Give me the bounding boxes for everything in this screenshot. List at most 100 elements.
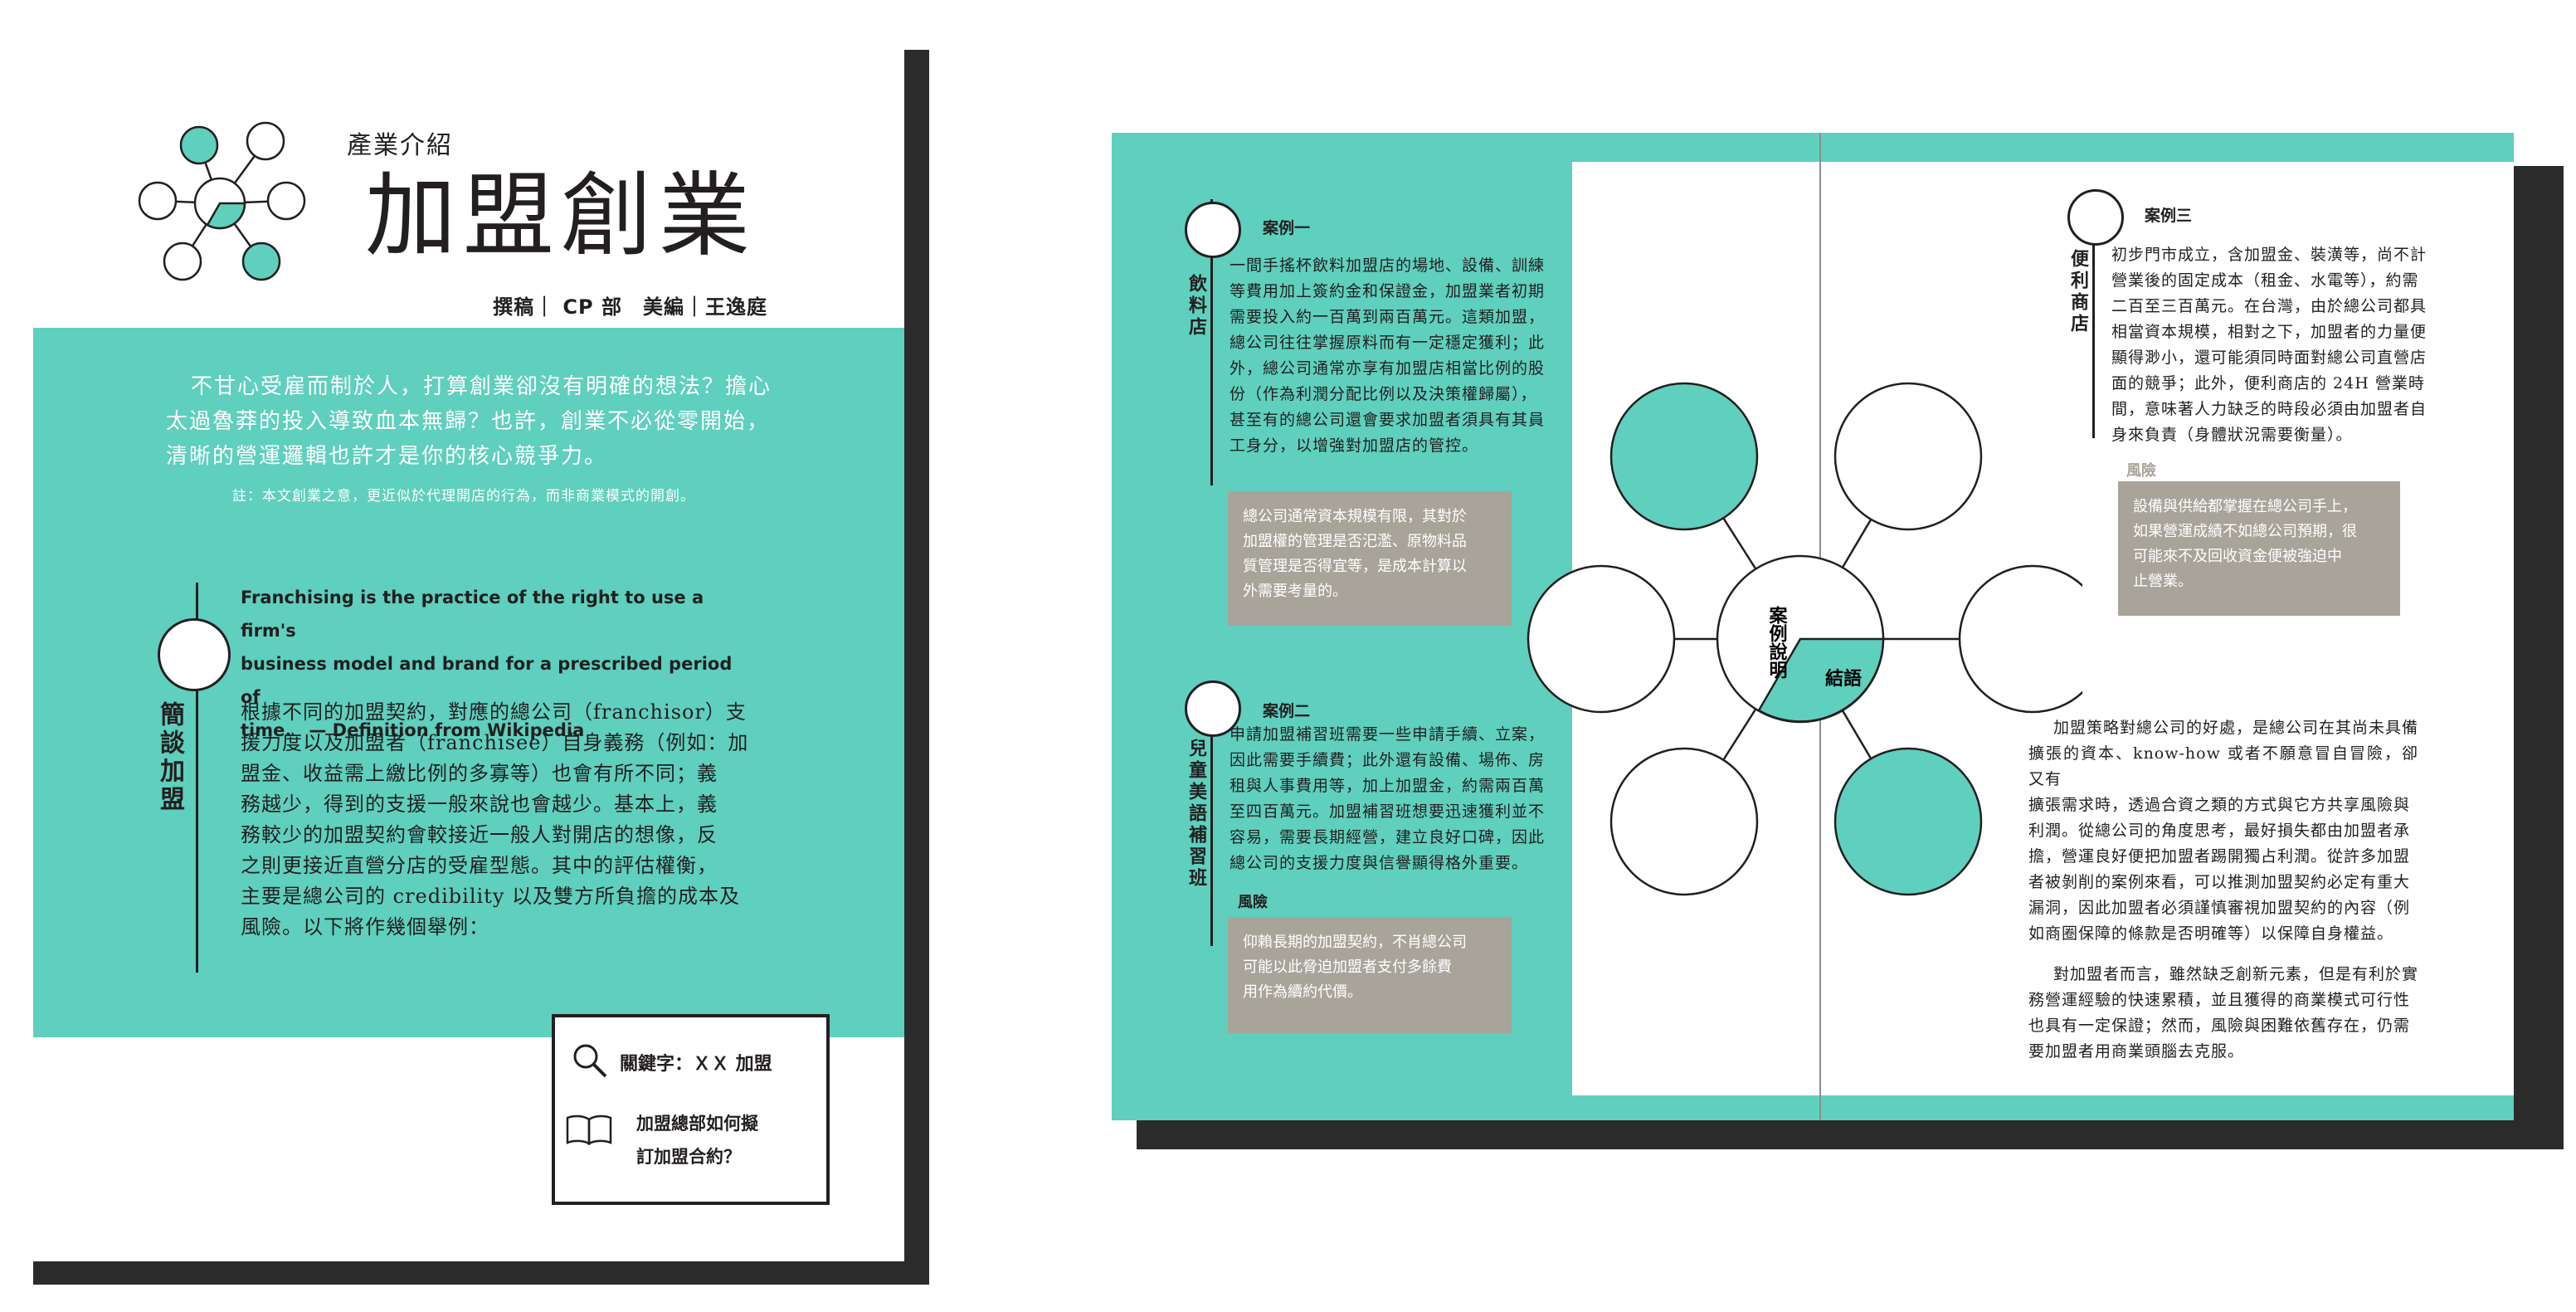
case3-label: 便利商店 [2067, 249, 2088, 335]
case3-risk-label: 風險 [2126, 462, 2156, 480]
case3-line-text: 面的競爭；此外，便利商店的 24H 營業時 [2111, 374, 2425, 393]
case1-label: 飲料店 [1186, 274, 1206, 339]
case1-line-text: 等費用加上簽約金和保證金，加盟業者初期 [1230, 282, 1546, 300]
case3-risk-box: 設備與供給都掌握在總公司手上， 如果營運成績不如總公司預期，很 可能來不及回收資… [2118, 481, 2400, 616]
case2-risk-line: 仰賴長期的加盟契約，不肖總公司 [1243, 934, 1467, 951]
page-title: 加盟創業 [365, 163, 757, 269]
case3-risk-line: 設備與供給都掌握在總公司手上， [2133, 498, 2357, 515]
diagram-conclusion-slice [1757, 637, 1885, 723]
conclusion-line: 擴張需求時，透過合資之類的方式與它方共享風險與 [2028, 796, 2411, 814]
case1-text: 一間手搖杯飲料加盟店的場地、設備、訓練 等費用加上簽約金和保證金，加盟業者初期 … [1230, 253, 1561, 459]
diagram-node-right [1958, 564, 2082, 714]
conclusion-line: 對加盟者而言，雖然缺乏創新元素，但是有利於實 [2053, 965, 2419, 983]
case2-line-text: 租與人事費用等，加上加盟金，約需兩百萬 [1230, 777, 1546, 795]
case3-text: 初步門市成立，含加盟金、裝潢等，尚不計 營業後的固定成本（租金、水電等），約需 … [2111, 242, 2435, 448]
definition-line: business model and brand for a prescribe… [241, 654, 733, 707]
case3-line-text: 初步門市成立，含加盟金、裝潢等，尚不計 [2111, 246, 2427, 264]
case2-title: 案例二 [1263, 702, 1311, 720]
case3-line-text: 顯得渺小，還可能須同時面對總公司直營店 [2111, 349, 2427, 367]
section-line [196, 583, 198, 973]
open-book-icon [566, 1114, 612, 1146]
book-question: 加盟總部如何擬 訂加盟合約？ [636, 1107, 758, 1173]
body-line: 根據不同的加盟契約，對應的總公司（franchisor）支 [241, 700, 747, 724]
body-line: 之則更接近直營分店的受雇型態。其中的評估權衡， [241, 854, 718, 877]
conclusion-line: 也具有一定保證；然而，風險與困難依舊存在，仍需 [2028, 1017, 2411, 1035]
case3-line [2092, 189, 2095, 438]
case3-line-text: 二百至三百萬元。在台灣，由於總公司都具 [2111, 297, 2427, 315]
section-label: 簡談加盟 [155, 701, 184, 814]
left-page: 產業介紹 加盟創業 撰稿｜ CP 部 美編｜王逸庭 不甘心受雇而制於人，打算創業… [0, 0, 904, 1261]
case1-risk-line: 外需要考量的。 [1243, 583, 1347, 600]
case2-label: 兒童美語補習班 [1186, 739, 1206, 890]
case3-line-text: 營業後的固定成本（租金、水電等），約需 [2111, 271, 2419, 290]
conclusion-line: 要加盟者用商業頭腦去克服。 [2028, 1042, 2245, 1061]
book-question-line: 加盟總部如何擬 [636, 1114, 758, 1134]
conclusion-text: 加盟策略對總公司的好處，是總公司在其尚未具備 擴張的資本、know-how 或者… [2028, 715, 2418, 1065]
definition-line: time. — Definition from Wikipedia [241, 720, 585, 740]
body-line: 盟金、收益需上繳比例的多寡等）也會有所不同；義 [241, 762, 718, 785]
case2-risk-label: 風險 [1238, 894, 1268, 911]
case1-line-text: 總公司往往掌握原料而有一定穩定獲利；此 [1230, 334, 1546, 352]
case1-risk-box: 總公司通常資本規模有限，其對於 加盟權的管理是否汜濫、原物料品 質管理是否得宜等… [1228, 491, 1512, 626]
diagram-conclusion-label: 結語 [1825, 668, 1862, 690]
keyword-label: 關鍵字：ＸＸ 加盟 [620, 1054, 772, 1075]
body-line: 風險。以下將作幾個舉例： [241, 915, 489, 939]
magnifier-icon [573, 1044, 607, 1078]
intro-note: 註：本文創業之意，更近似於代理開店的行為，而非商業模式的開創。 [232, 488, 695, 505]
conclusion-line: 擴張的資本、know-how 或者不願意冒自冒險，卻又有 [2028, 744, 2418, 788]
case1-risk-line: 加盟權的管理是否汜濫、原物料品 [1243, 533, 1467, 550]
conclusion-line: 漏洞，因此加盟者必須謹慎審視加盟契約的內容（例 [2028, 899, 2411, 917]
diagram-node-top-left [1609, 382, 1759, 531]
case2-risk-line: 可能以此脅迫加盟者支付多餘費 [1243, 958, 1452, 976]
credits: 撰稿｜ CP 部 美編｜王逸庭 [493, 295, 767, 319]
case1-title: 案例一 [1263, 219, 1311, 237]
conclusion-line: 務營運經驗的快速累積，並且獲得的商業模式可行性 [2028, 991, 2411, 1009]
case1-risk-line: 總公司通常資本規模有限，其對於 [1243, 508, 1467, 525]
diagram-node-bottom-right [1833, 747, 1983, 896]
case-diagram: 案例說明 結語 [1527, 382, 2082, 896]
diagram-center-label: 案例說明 [1766, 605, 1789, 680]
case3-title: 案例三 [2145, 207, 2193, 225]
case2-circle [1185, 680, 1241, 737]
conclusion-line: 如商圈保障的條款是否明確等）以保障自身權益。 [2028, 924, 2394, 943]
keyword-box: 關鍵字：ＸＸ 加盟 加盟總部如何擬 訂加盟合約？ [552, 1014, 830, 1205]
case1-circle [1185, 202, 1241, 258]
conclusion-line: 擔，營運良好便把加盟者踢開獨占利潤。從許多加盟 [2028, 847, 2411, 866]
case2-line-text: 申請加盟補習班需要一些申請手續、立案， [1230, 725, 1546, 744]
body-line: 務越少，得到的支援一般來說也會越少。基本上，義 [241, 793, 718, 816]
conclusion-line: 加盟策略對總公司的好處，是總公司在其尚未具備 [2053, 719, 2419, 737]
intro-line: 不甘心受雇而制於人，打算創業卻沒有明確的想法？擔心 [191, 374, 772, 399]
intro-line: 太過魯莽的投入導致血本無歸？也許，創業不必從零開始， [166, 409, 771, 434]
section-circle [158, 618, 231, 691]
case1-line-text: 工身分，以增強對加盟店的管控。 [1230, 437, 1479, 455]
case2-risk-box: 仰賴長期的加盟契約，不肖總公司 可能以此脅迫加盟者支付多餘費 用作為續約代價。 [1228, 917, 1512, 1033]
case1-line [1210, 199, 1213, 485]
case1-risk-line: 質管理是否得宜等，是成本計算以 [1243, 558, 1467, 575]
body-line: 務較少的加盟契約會較接近一般人對開店的想像，反 [241, 823, 718, 846]
case1-line-text: 需要投入約一百萬到兩百萬元。這類加盟， [1230, 308, 1546, 326]
definition-text: Franchising is the practice of the right… [241, 581, 755, 747]
case3-risk-line: 如果營運成績不如總公司預期，很 [2133, 523, 2357, 540]
case3-risk-line: 止營業。 [2133, 573, 2193, 590]
case1-line-text: 甚至有的總公司還會要求加盟者須具有其員 [1230, 411, 1546, 429]
case2-line-text: 容易，需要長期經營，建立良好口碑，因此 [1230, 828, 1546, 846]
definition-line: Franchising is the practice of the right… [241, 588, 704, 641]
category-label: 產業介紹 [347, 131, 453, 160]
case2-line-text: 至四百萬元。加盟補習班想要迅速獲利並不 [1230, 802, 1546, 821]
case3-line-text: 身來負責（身體狀況需要衡量）。 [2111, 426, 2353, 444]
case1-line-text: 一間手搖杯飲料加盟店的場地、設備、訓練 [1230, 256, 1546, 275]
case3-line-text: 相當資本規模，相對之下，加盟者的力量便 [2111, 323, 2427, 341]
case2-risk-line: 用作為續約代價。 [1243, 983, 1362, 1001]
case3-risk-line: 可能來不及回收資金便被強迫中 [2133, 548, 2342, 565]
diagram-node-top-right [1833, 382, 1983, 531]
intro-text: 不甘心受雇而制於人，打算創業卻沒有明確的想法？擔心 太過魯莽的投入導致血本無歸？… [166, 369, 813, 474]
case3-line-text: 間，意味著人力缺乏的時段必須由加盟者自 [2111, 400, 2427, 418]
diagram-node-left [1527, 564, 1676, 714]
case2-line [1210, 680, 1213, 946]
network-logo-icon [138, 121, 306, 281]
intro-line: 清晰的營運邏輯也許才是你的核心競爭力。 [166, 444, 608, 469]
case1-line-text: 外，總公司通常亦享有加盟店相當比例的股 [1230, 359, 1546, 378]
case3-circle [2067, 189, 2124, 246]
body-text: 根據不同的加盟契約，對應的總公司（franchisor）支 援力度以及加盟者（f… [241, 697, 788, 943]
conclusion-line: 者被剝削的案例來看，可以推測加盟契約必定有重大 [2028, 873, 2411, 891]
